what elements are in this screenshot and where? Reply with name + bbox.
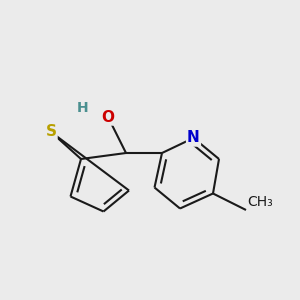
Text: S: S	[46, 124, 56, 140]
Text: CH₃: CH₃	[248, 194, 273, 208]
Text: O: O	[101, 110, 115, 124]
Text: N: N	[187, 130, 200, 146]
Text: H: H	[77, 101, 88, 115]
